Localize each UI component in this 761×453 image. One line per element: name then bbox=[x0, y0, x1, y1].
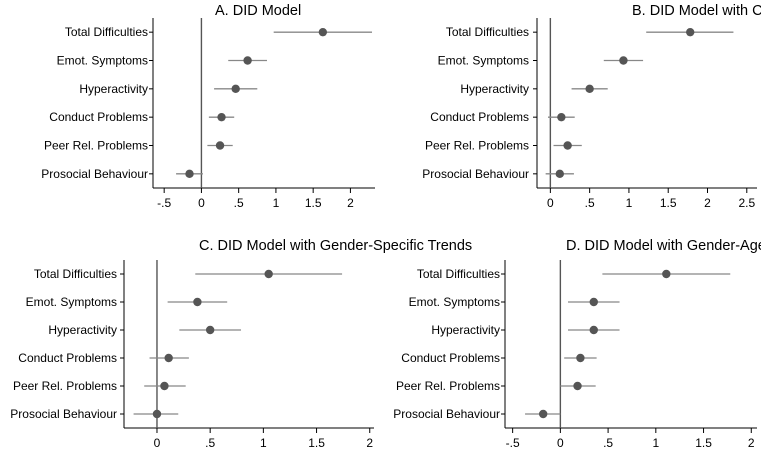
y-tick-label: Hyperactivity bbox=[48, 323, 117, 337]
point-estimate bbox=[164, 353, 173, 363]
y-tick-label: Prosocial Behaviour bbox=[10, 407, 117, 421]
y-tick-label: Total Difficulties bbox=[65, 25, 148, 39]
x-tick-label: 2 bbox=[704, 196, 711, 210]
y-tick-label: Total Difficulties bbox=[446, 25, 529, 39]
y-tick-label: Total Difficulties bbox=[417, 267, 500, 281]
point-estimate bbox=[662, 269, 671, 279]
y-tick-label: Peer Rel. Problems bbox=[13, 379, 117, 393]
y-tick-label: Prosocial Behaviour bbox=[393, 407, 500, 421]
point-estimate bbox=[217, 112, 226, 122]
point-estimate bbox=[589, 297, 598, 307]
panel-title: B. DID Model with Child FE bbox=[632, 3, 761, 19]
point-estimate bbox=[585, 84, 594, 94]
panel-d: D. DID Model with Gender-Age Interaction… bbox=[393, 238, 761, 450]
y-tick-label: Conduct Problems bbox=[18, 351, 117, 365]
point-estimate bbox=[563, 141, 572, 150]
x-tick-label: 1.5 bbox=[305, 196, 322, 210]
point-estimate bbox=[686, 27, 695, 37]
y-tick-label: Hyperactivity bbox=[79, 82, 148, 96]
x-tick-label: 2 bbox=[748, 436, 755, 450]
x-tick-label: -.5 bbox=[157, 196, 171, 210]
point-estimate bbox=[215, 141, 225, 150]
point-estimate bbox=[576, 353, 585, 363]
y-tick-label: Emot. Symptoms bbox=[409, 295, 500, 309]
x-tick-label: 1.5 bbox=[308, 436, 325, 450]
x-tick-label: 1.5 bbox=[660, 196, 677, 210]
x-tick-label: 2.5 bbox=[738, 196, 755, 210]
x-tick-label: 0 bbox=[547, 196, 554, 210]
x-tick-label: .5 bbox=[585, 196, 595, 210]
panel-a: A. DID Model -.5 0 .5 1 1.5 2 Total Difficultie… bbox=[41, 3, 375, 210]
y-tick-label: Peer Rel. Problems bbox=[396, 379, 500, 393]
x-tick-label: 2 bbox=[347, 196, 354, 210]
point-estimate bbox=[185, 169, 194, 179]
y-tick-label: Peer Rel. Problems bbox=[425, 139, 529, 153]
y-tick-label: Conduct Problems bbox=[430, 110, 529, 124]
y-tick-label: Total Difficulties bbox=[34, 267, 117, 281]
x-tick-label: 0 bbox=[198, 196, 205, 210]
x-tick-label: 0 bbox=[557, 436, 564, 450]
point-estimate bbox=[619, 56, 628, 65]
point-estimate bbox=[193, 297, 202, 307]
point-estimate bbox=[160, 381, 169, 391]
y-tick-label: Prosocial Behaviour bbox=[41, 167, 148, 181]
point-estimate bbox=[152, 409, 162, 419]
point-estimate bbox=[557, 112, 566, 122]
panel-c: C. DID Model with Gender-Specific Trends… bbox=[10, 238, 472, 450]
point-estimate bbox=[589, 325, 598, 335]
x-tick-label: 2 bbox=[366, 436, 373, 450]
x-tick-label: 1 bbox=[273, 196, 280, 210]
y-tick-label: Hyperactivity bbox=[431, 323, 500, 337]
panel-title: A. DID Model bbox=[215, 3, 301, 19]
point-estimate bbox=[264, 269, 273, 279]
y-tick-label: Emot. Symptoms bbox=[26, 295, 117, 309]
point-estimate bbox=[243, 56, 252, 65]
y-tick-label: Conduct Problems bbox=[401, 351, 500, 365]
x-tick-label: 1.5 bbox=[695, 436, 712, 450]
y-tick-label: Conduct Problems bbox=[49, 110, 148, 124]
point-estimate bbox=[231, 84, 240, 94]
point-estimate bbox=[318, 27, 328, 37]
panel-title: D. DID Model with Gender-Age Interaction bbox=[566, 238, 761, 254]
x-tick-label: -.5 bbox=[506, 436, 520, 450]
y-tick-label: Peer Rel. Problems bbox=[44, 139, 148, 153]
y-tick-label: Emot. Symptoms bbox=[438, 54, 529, 68]
point-estimate bbox=[538, 409, 548, 419]
point-estimate bbox=[555, 169, 564, 179]
point-estimate bbox=[573, 381, 582, 391]
x-tick-label: 1 bbox=[652, 436, 659, 450]
panel-title: C. DID Model with Gender-Specific Trends bbox=[199, 238, 472, 254]
point-estimate bbox=[205, 325, 215, 335]
x-tick-label: 0 bbox=[154, 436, 161, 450]
y-tick-label: Emot. Symptoms bbox=[57, 54, 148, 68]
y-tick-label: Hyperactivity bbox=[460, 82, 529, 96]
x-tick-label: 1 bbox=[260, 436, 267, 450]
panel-b: B. DID Model with Child FE 0 .5 1 1.5 2 2.5 Tot… bbox=[422, 3, 761, 210]
x-tick-label: .5 bbox=[234, 196, 244, 210]
x-tick-label: .5 bbox=[205, 436, 215, 450]
x-tick-label: .5 bbox=[603, 436, 613, 450]
y-tick-label: Prosocial Behaviour bbox=[422, 167, 529, 181]
x-tick-label: 1 bbox=[626, 196, 633, 210]
